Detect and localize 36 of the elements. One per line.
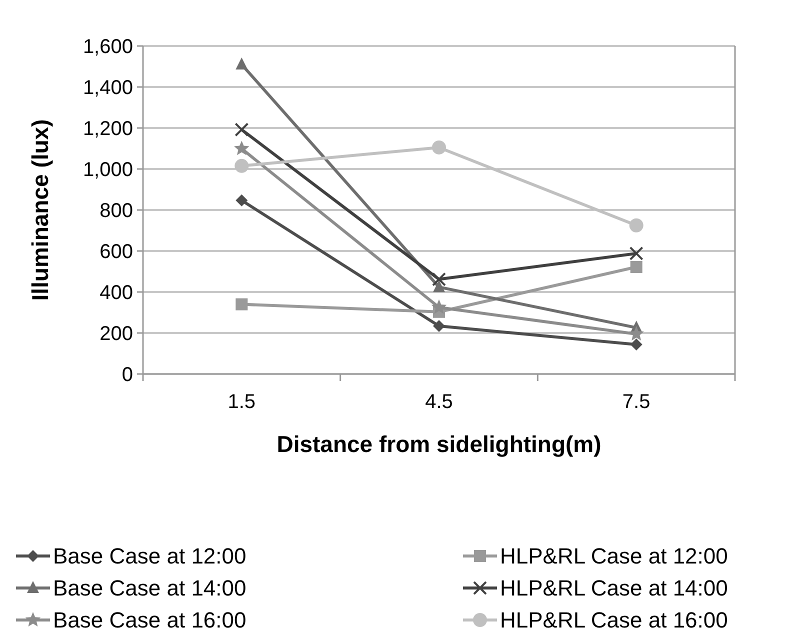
y-tick-label: 200 bbox=[100, 323, 133, 345]
point bbox=[234, 140, 250, 156]
legend-label: Base Case at 12:00 bbox=[53, 544, 246, 569]
y-tick-label: 0 bbox=[122, 364, 133, 386]
y-tick-label: 1,600 bbox=[82, 36, 133, 58]
y-tick-label: 1,400 bbox=[82, 77, 133, 99]
point bbox=[433, 320, 445, 332]
y-tick-label: 1,200 bbox=[82, 118, 133, 140]
x-tick-label: 1.5 bbox=[228, 391, 256, 413]
legend-label: HLP&RL Case at 12:00 bbox=[500, 544, 728, 569]
point bbox=[236, 194, 248, 206]
point bbox=[236, 57, 248, 70]
x-tick-label: 4.5 bbox=[425, 391, 453, 413]
point bbox=[628, 326, 644, 340]
legend-label: HLP&RL Case at 14:00 bbox=[500, 576, 728, 601]
legend-label: HLP&RL Case at 16:00 bbox=[500, 608, 728, 633]
legend-label: Base Case at 14:00 bbox=[53, 576, 246, 601]
y-tick-label: 400 bbox=[100, 282, 133, 304]
legend-label: Base Case at 16:00 bbox=[53, 608, 246, 633]
y-tick-label: 800 bbox=[100, 200, 133, 222]
y-axis-title: Illuminance (lux) bbox=[27, 119, 53, 301]
point bbox=[234, 122, 249, 137]
x-axis-title: Distance from sidelighting(m) bbox=[276, 431, 602, 457]
point bbox=[629, 218, 644, 232]
y-tick-label: 600 bbox=[100, 241, 133, 263]
point bbox=[629, 246, 644, 260]
point bbox=[432, 140, 446, 154]
point bbox=[432, 272, 446, 286]
point bbox=[234, 158, 249, 173]
x-tick-label: 7.5 bbox=[622, 391, 650, 413]
point bbox=[236, 298, 248, 310]
point bbox=[433, 280, 445, 292]
point bbox=[431, 299, 447, 314]
point bbox=[630, 260, 642, 273]
y-tick-label: 1,000 bbox=[82, 159, 133, 181]
point bbox=[630, 338, 642, 350]
